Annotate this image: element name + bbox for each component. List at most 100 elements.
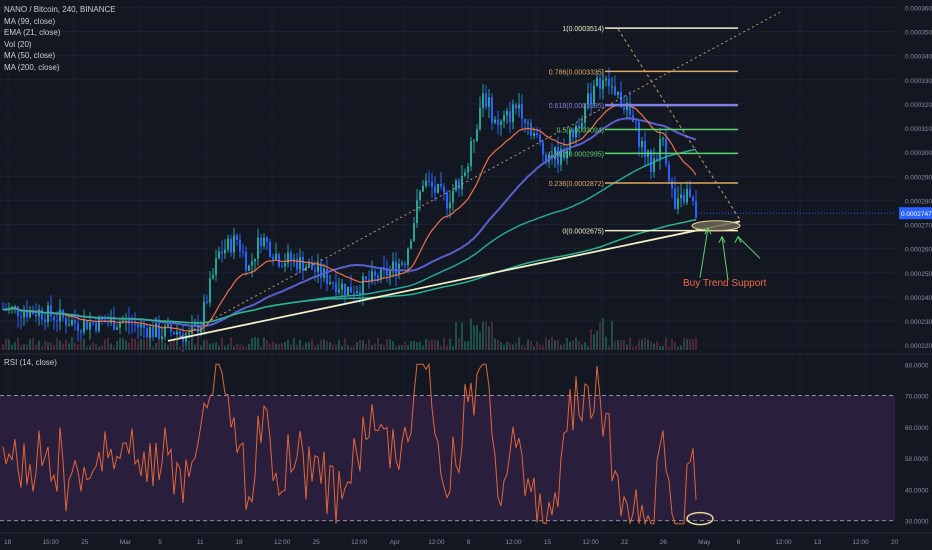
volume-bar: [104, 339, 106, 350]
candle-body: [23, 311, 25, 318]
volume-bar: [578, 340, 580, 350]
candle-body: [446, 192, 448, 209]
legend-ma200[interactable]: MA (200, close): [4, 62, 60, 72]
candle-body: [410, 240, 412, 249]
candles: [2, 67, 697, 352]
candle-body: [98, 316, 100, 331]
volume-bar: [218, 345, 220, 350]
legend-ema21[interactable]: EMA (21, close): [4, 28, 61, 38]
fib-level-label: 0.382(0.0002995): [549, 151, 604, 158]
candle-body: [386, 267, 388, 276]
candle-body: [305, 266, 307, 271]
volume-bar: [590, 329, 592, 350]
candle-body: [533, 133, 535, 136]
price-tick-label: 0.0002200: [905, 343, 932, 350]
legend-vol[interactable]: Vol (20): [4, 39, 32, 49]
candle-body: [443, 186, 445, 193]
rsi-legend[interactable]: RSI (14, close): [4, 358, 57, 367]
volume-bar: [521, 345, 523, 350]
volume-bar: [614, 340, 616, 350]
candle-body: [206, 301, 208, 303]
candle-body: [602, 80, 604, 90]
volume-bar: [59, 340, 61, 350]
volume-bar: [458, 338, 460, 350]
volume-bar: [659, 346, 661, 350]
volume-bar: [98, 346, 100, 350]
volume-bar: [14, 342, 16, 350]
volume-bar: [335, 344, 337, 350]
candle-body: [542, 142, 544, 155]
buy-zone-ellipse: [691, 220, 741, 232]
candle-body: [437, 183, 439, 193]
candle-body: [215, 258, 217, 275]
volume-bar: [380, 343, 382, 350]
volume-bar: [623, 339, 625, 350]
time-tick-label: 25: [313, 539, 321, 546]
candle-body: [431, 181, 433, 187]
candle-body: [641, 141, 643, 148]
candle-body: [392, 261, 394, 270]
volume-bar: [461, 322, 463, 350]
candle-body: [320, 263, 322, 278]
volume-bar: [233, 346, 235, 350]
volume-bar: [617, 340, 619, 350]
candle-body: [137, 324, 139, 328]
volume-bar: [164, 342, 166, 350]
volume-bar: [542, 345, 544, 350]
volume-bar: [338, 339, 340, 350]
volume-bar: [365, 343, 367, 350]
candle-body: [476, 129, 478, 141]
volume-bar: [140, 339, 142, 350]
volume-bar: [377, 337, 379, 350]
candle-body: [131, 323, 133, 325]
volume-bar: [581, 344, 583, 350]
rsi-tick-label: 70.0000: [905, 394, 929, 401]
candle-body: [266, 237, 268, 243]
volume-bar: [65, 339, 67, 350]
candle-body: [380, 267, 382, 280]
candle-body: [311, 262, 313, 270]
legend-ma99[interactable]: MA (99, close): [4, 16, 56, 26]
volume-bar: [677, 346, 679, 350]
candle-body: [269, 242, 271, 257]
candle-body: [605, 78, 607, 81]
candle-body: [245, 251, 247, 271]
candle-body: [38, 309, 40, 317]
candle-body: [125, 318, 127, 321]
candle-body: [527, 122, 529, 124]
volume-bar: [368, 339, 370, 350]
time-tick-label: 12:00: [274, 539, 291, 546]
annotation-arrows: [699, 227, 761, 281]
volume-bar: [41, 346, 43, 350]
volume-bar: [512, 344, 514, 350]
volume-bar: [557, 339, 559, 350]
candle-body: [113, 317, 115, 330]
volume-bar: [248, 343, 250, 350]
volume-bar: [35, 344, 37, 350]
candle-body: [677, 198, 679, 209]
candle-body: [14, 306, 16, 308]
candle-body: [524, 118, 526, 124]
volume-bar: [173, 339, 175, 350]
fib-level-label: 0(0.0002675): [562, 229, 604, 236]
volume-bar: [224, 346, 226, 350]
volume-bar: [524, 346, 526, 350]
legend-symbol[interactable]: NANO / Bitcoin, 240, BINANCE: [4, 5, 116, 14]
volume-bar: [227, 344, 229, 350]
volume-bar: [353, 345, 355, 350]
volume-bar: [230, 337, 232, 350]
volume-bar: [203, 339, 205, 350]
candle-body: [308, 262, 310, 267]
volume-bar: [536, 341, 538, 350]
volume-bar: [17, 337, 19, 350]
legend-ma50[interactable]: MA (50, close): [4, 51, 56, 61]
volume-bar: [272, 341, 274, 350]
rsi-tick-label: 60.0000: [905, 425, 929, 432]
volume-bar: [563, 343, 565, 350]
volume-bar: [479, 332, 481, 350]
